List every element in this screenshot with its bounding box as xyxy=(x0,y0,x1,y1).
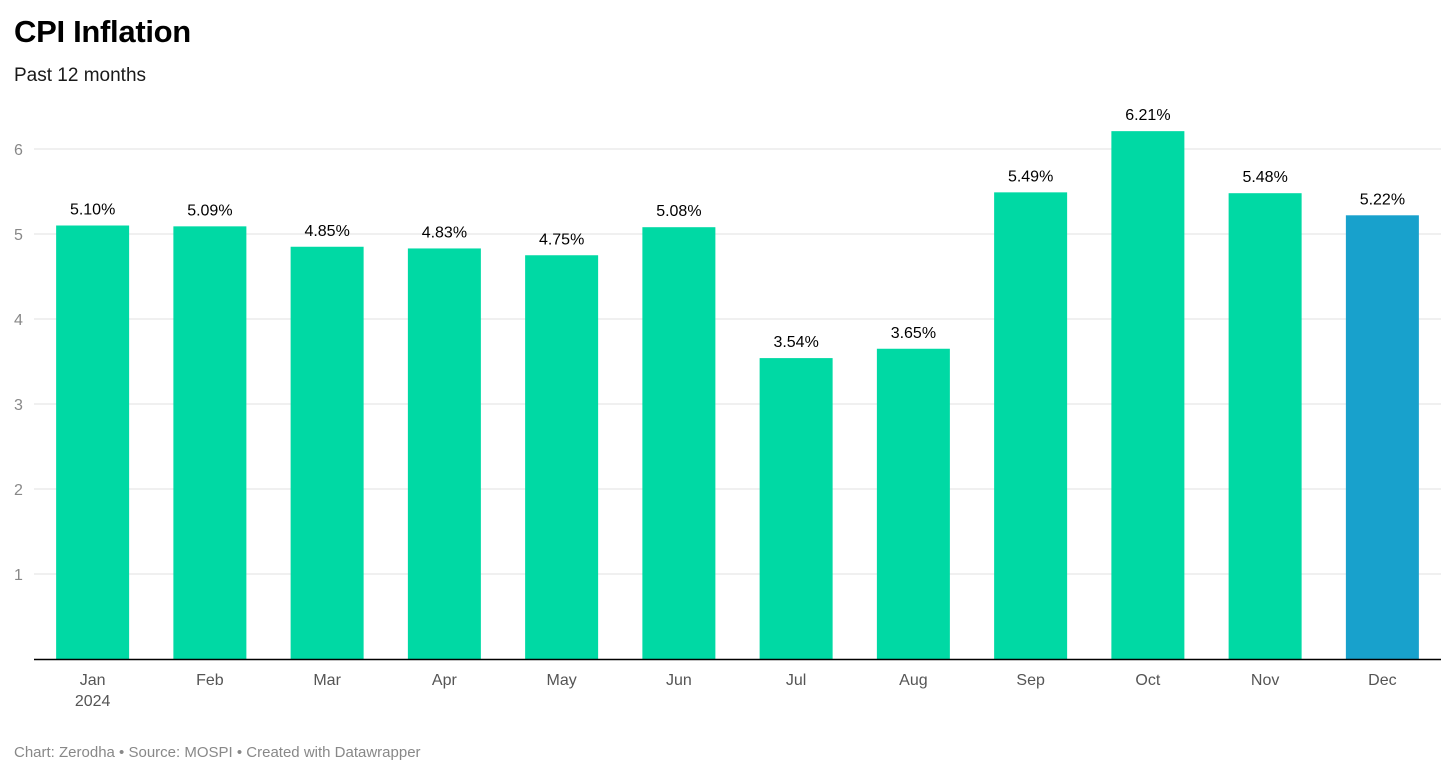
value-label: 5.22% xyxy=(1360,191,1405,208)
bar-jun xyxy=(642,227,716,659)
value-label: 5.08% xyxy=(656,203,701,220)
x-tick-label: May xyxy=(547,672,577,689)
bar-sep xyxy=(994,192,1068,659)
value-label: 5.49% xyxy=(1008,168,1053,185)
footer-separator: • xyxy=(232,744,247,761)
x-tick-label: Sep xyxy=(1016,672,1045,689)
x-tick-label: Mar xyxy=(313,672,341,689)
x-tick-sublabel: 2024 xyxy=(75,693,111,710)
x-tick-label: Jan xyxy=(80,672,106,689)
bars xyxy=(56,131,1419,660)
bar-oct xyxy=(1111,131,1185,659)
bar-dec xyxy=(1345,215,1419,660)
x-tick-label: Dec xyxy=(1368,672,1396,689)
x-tick-label: Jul xyxy=(786,672,806,689)
x-tick-label: Feb xyxy=(196,672,224,689)
y-tick-label: 6 xyxy=(14,142,23,159)
value-label: 4.85% xyxy=(304,223,349,240)
bar-jul xyxy=(759,358,833,659)
value-label: 3.65% xyxy=(891,325,936,342)
bar-nov xyxy=(1228,193,1302,659)
y-tick-label: 4 xyxy=(14,312,23,329)
y-tick-label: 3 xyxy=(14,397,23,414)
y-tick-label: 2 xyxy=(14,482,23,499)
chart-subtitle: Past 12 months xyxy=(14,65,147,86)
x-tick-label: Oct xyxy=(1135,672,1160,689)
bar-jan xyxy=(56,225,130,659)
x-axis-labels: Jan 2024 Feb Mar Apr May Jun Jul Aug Sep Oct Nov Dec xyxy=(75,672,1397,710)
value-label: 3.54% xyxy=(773,334,818,351)
gridlines xyxy=(34,148,1441,575)
footer-note: Chart: Zerodha • Source: MOSPI • Created… xyxy=(14,743,421,763)
value-label: 6.21% xyxy=(1125,107,1170,124)
y-axis-ticks: 1 2 3 4 5 6 xyxy=(14,142,23,584)
value-label: 4.83% xyxy=(422,224,467,241)
chart-title: CPI Inflation xyxy=(14,14,191,49)
y-tick-label: 5 xyxy=(14,227,23,244)
bar-may xyxy=(525,255,599,659)
x-tick-label: Aug xyxy=(899,672,927,689)
footer-separator: • xyxy=(114,744,129,761)
value-label: 5.10% xyxy=(70,202,115,219)
x-tick-label: Apr xyxy=(432,672,458,689)
value-label: 5.48% xyxy=(1242,169,1287,186)
created-with-credit: Created with Datawrapper xyxy=(246,744,421,761)
bar-aug xyxy=(876,348,950,659)
value-label: 5.09% xyxy=(187,202,232,219)
source-credit: Source: MOSPI xyxy=(128,744,233,761)
chart-credit: Chart: Zerodha xyxy=(14,744,115,761)
value-labels: 5.10% 5.09% 4.85% 4.83% 4.75% 5.08% 3.54% 3.65%… xyxy=(70,107,1405,351)
bar-apr xyxy=(407,248,481,659)
y-tick-label: 1 xyxy=(14,567,23,584)
value-label: 4.75% xyxy=(539,231,584,248)
bar-feb xyxy=(173,226,247,659)
bar-mar xyxy=(290,246,364,659)
x-tick-label: Nov xyxy=(1251,672,1279,689)
x-tick-label: Jun xyxy=(666,672,692,689)
